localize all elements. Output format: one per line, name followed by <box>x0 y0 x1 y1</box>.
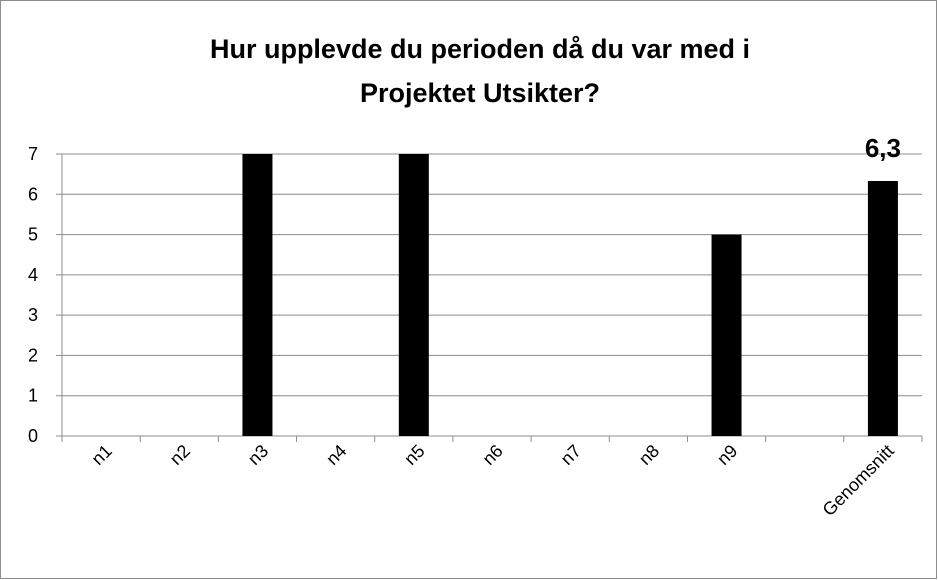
bar <box>711 234 742 436</box>
value-label: 6,3 <box>865 133 901 163</box>
bar <box>867 180 898 436</box>
y-tick-label: 5 <box>28 225 38 245</box>
bar <box>242 154 273 436</box>
y-tick-label: 6 <box>28 184 38 204</box>
chart-title: Projektet Utsikter? <box>360 78 600 108</box>
y-tick-label: 2 <box>28 345 38 365</box>
bar <box>398 154 429 436</box>
y-tick-label: 4 <box>28 265 38 285</box>
y-tick-label: 3 <box>28 305 38 325</box>
y-tick-label: 7 <box>28 144 38 164</box>
y-tick-label: 1 <box>28 386 38 406</box>
chart-title: Hur upplevde du perioden då du var med i <box>210 34 750 64</box>
y-tick-label: 0 <box>28 426 38 446</box>
